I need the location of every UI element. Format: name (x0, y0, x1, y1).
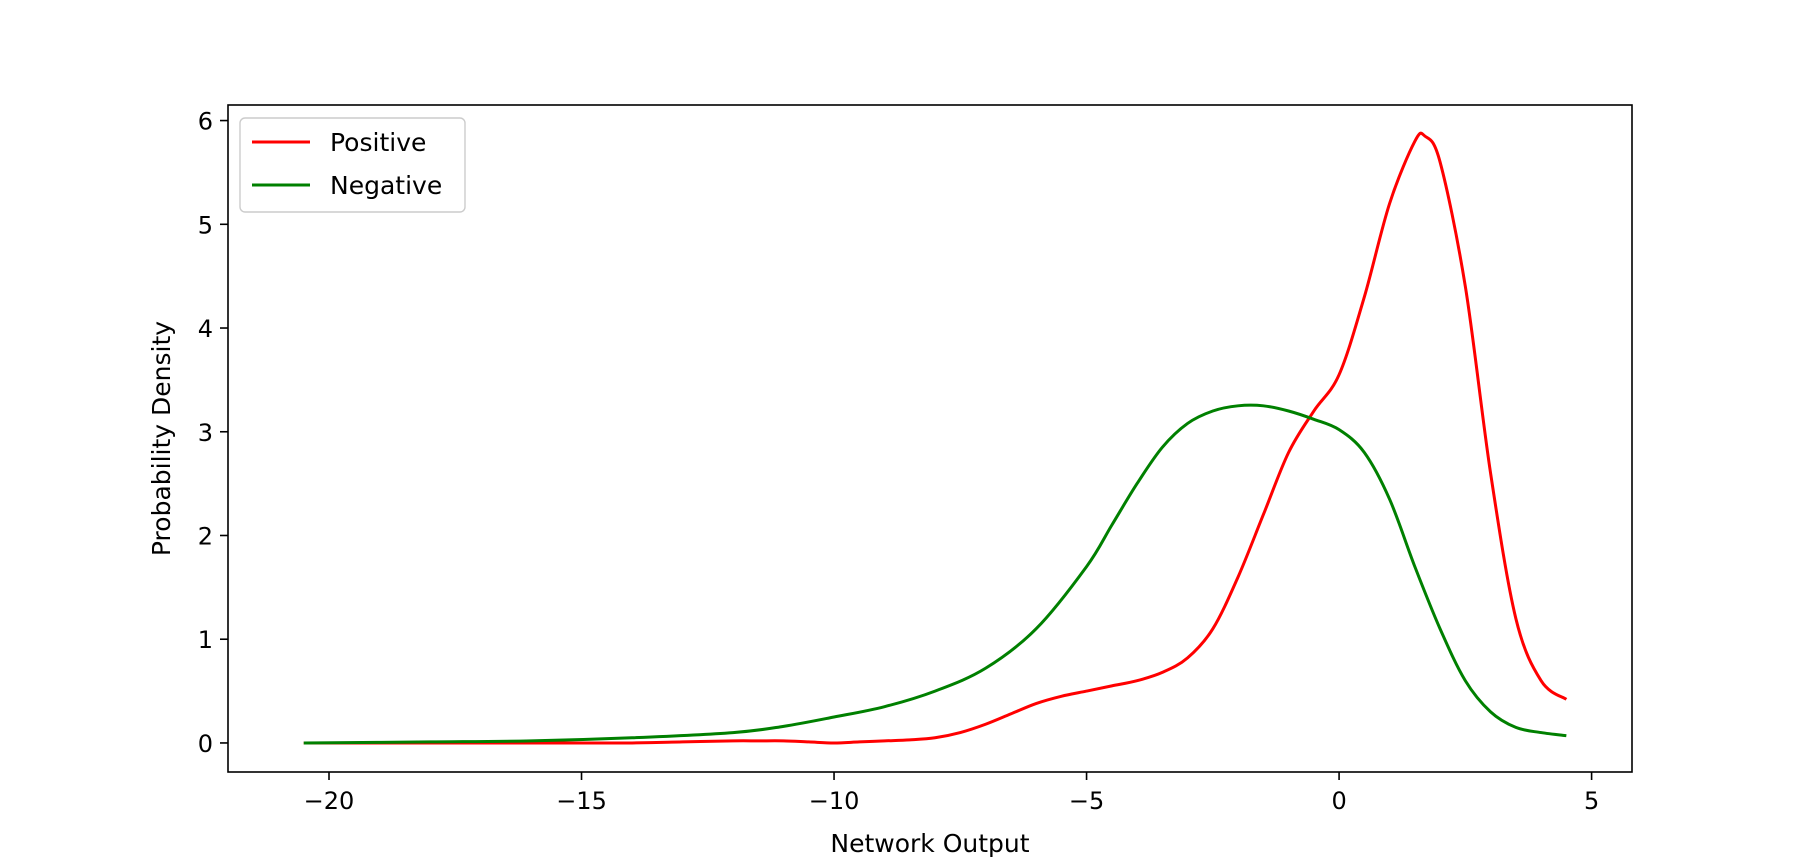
legend: Positive Negative (239, 117, 466, 213)
x-tick-label: 0 (1331, 787, 1346, 815)
y-tick-label: 0 (198, 730, 213, 758)
x-tick-label: −20 (304, 787, 355, 815)
y-tick-label: 1 (198, 626, 213, 654)
series-line-negative (303, 403, 1567, 745)
x-axis-label: Network Output (830, 829, 1029, 858)
x-tick-label: −15 (556, 787, 607, 815)
y-tick-label: 3 (198, 419, 213, 447)
y-tick-label: 6 (198, 108, 213, 136)
x-tick-label: −10 (809, 787, 860, 815)
legend-label-positive: Positive (330, 128, 426, 157)
plot-area (303, 131, 1568, 745)
y-tick-label: 5 (198, 211, 213, 239)
x-tick-label: −5 (1069, 787, 1104, 815)
axes-frame (227, 104, 1633, 773)
y-axis-label: Probability Density (147, 321, 176, 556)
legend-label-negative: Negative (330, 171, 442, 200)
y-tick-label: 2 (198, 522, 213, 550)
axis-ticks: −20 −15 −10 −5 0 5 0 1 2 3 4 5 6 (198, 108, 1600, 815)
x-tick-label: 5 (1584, 787, 1599, 815)
series-line-positive (303, 131, 1568, 745)
y-tick-label: 4 (198, 315, 213, 343)
